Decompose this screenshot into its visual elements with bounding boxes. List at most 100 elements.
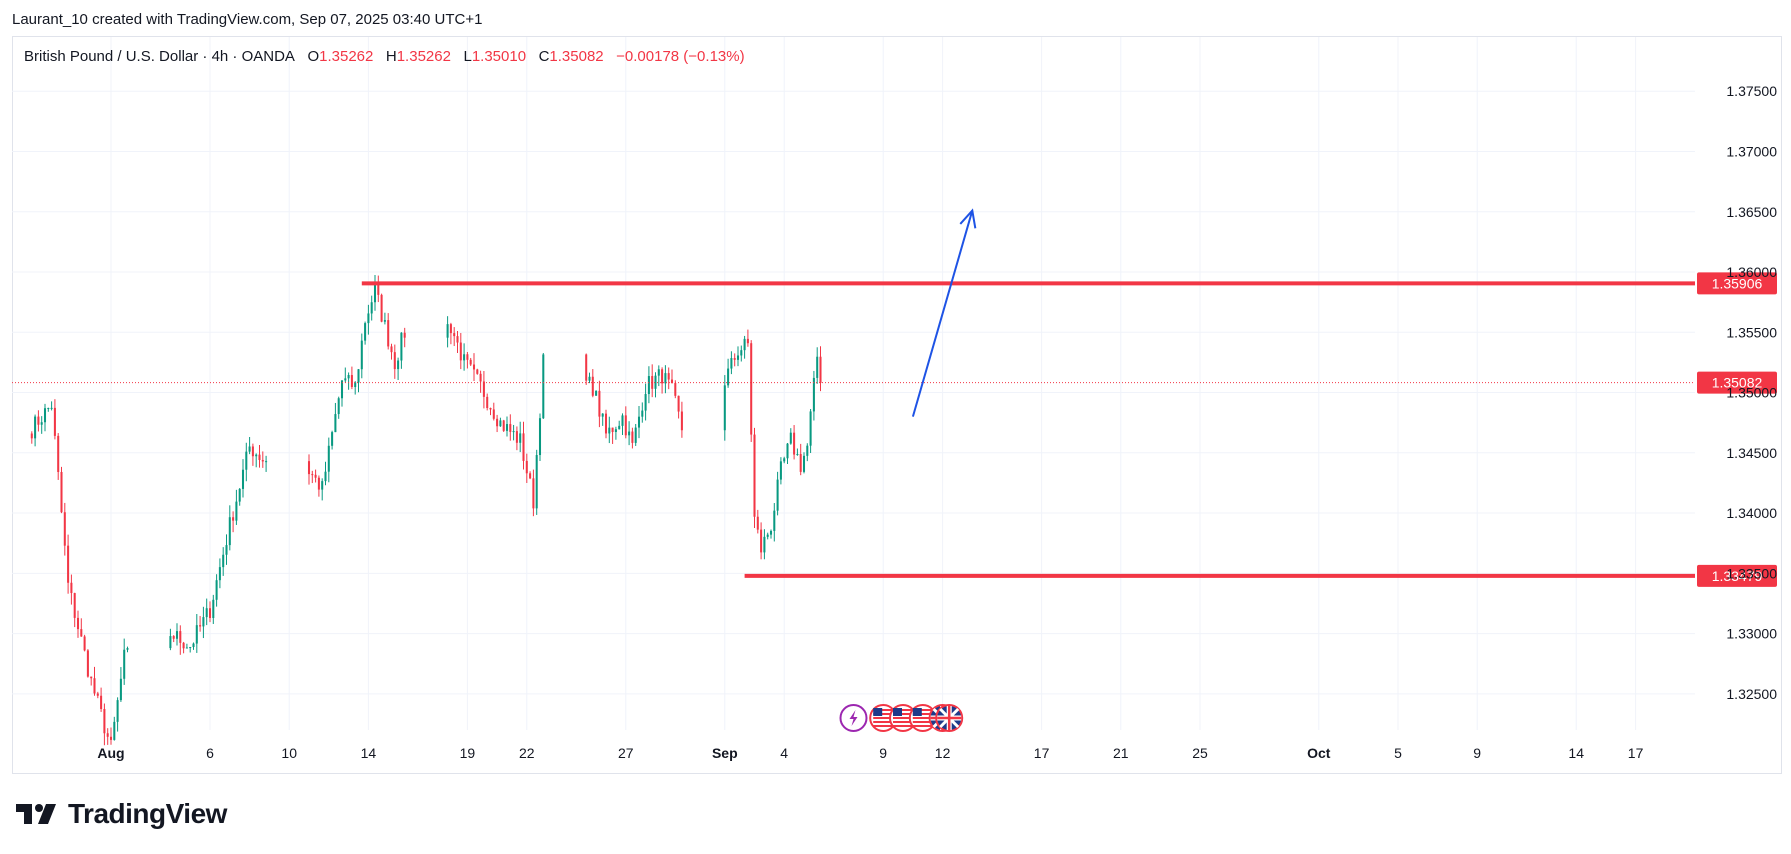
level-price-tag <box>1697 272 1777 295</box>
flag-stripe <box>893 717 913 719</box>
time-tick-label: 21 <box>1113 745 1129 761</box>
low-value: 1.35010 <box>471 48 527 65</box>
candle-body <box>489 408 492 410</box>
candle-body <box>93 678 96 694</box>
time-tick-label: 17 <box>1628 745 1644 761</box>
candle-body <box>377 284 380 295</box>
candle-body <box>50 407 53 409</box>
flag-canton <box>873 708 883 716</box>
candle-body <box>756 516 759 530</box>
candle-body <box>182 642 185 649</box>
candle-body <box>63 512 66 546</box>
candle-body <box>628 431 631 436</box>
price-tick-label: 1.36000 <box>1726 264 1777 280</box>
flag-stripe <box>893 721 913 723</box>
candle-body <box>667 373 670 380</box>
candle-body <box>47 407 50 409</box>
candle-body <box>100 695 103 710</box>
candle-body <box>773 510 776 531</box>
candle-body <box>340 380 344 399</box>
tradingview-wordmark: TradingView <box>68 798 227 829</box>
candle-body <box>321 481 324 490</box>
lightning-bolt <box>849 710 858 726</box>
flag-stripe <box>893 709 913 711</box>
candle-body <box>502 420 505 431</box>
candle-body <box>525 460 528 474</box>
price-tick-label: 1.37000 <box>1726 143 1777 159</box>
candle-body <box>37 416 40 425</box>
candle-body <box>327 445 330 472</box>
candle-body <box>397 360 400 370</box>
lightning-icon <box>839 704 868 732</box>
candle-body <box>232 517 235 521</box>
candle-body <box>337 398 340 415</box>
time-tick-label: Aug <box>97 745 124 761</box>
candle-body <box>456 336 459 343</box>
candle-body <box>189 647 192 649</box>
candle-body <box>208 608 212 618</box>
time-tick-label: 19 <box>460 745 476 761</box>
candle-body <box>637 416 641 428</box>
time-tick-label: 4 <box>780 745 788 761</box>
candle-body <box>469 359 472 365</box>
candle-body <box>670 379 674 384</box>
candle-body <box>57 435 60 472</box>
candle-body <box>235 501 238 521</box>
candle-body <box>529 473 532 479</box>
candle-body <box>723 385 726 431</box>
time-tick-label: 12 <box>935 745 951 761</box>
candle-body <box>631 431 634 443</box>
candle-body <box>324 471 327 482</box>
flag-stripe <box>912 717 933 719</box>
flag-canton <box>912 708 922 716</box>
symbol-name[interactable]: British Pound / U.S. Dollar · 4h · OANDA <box>24 48 295 65</box>
candle-body <box>769 530 773 535</box>
candle-body <box>265 461 268 463</box>
current-price-tag <box>1697 371 1777 394</box>
time-tick-label: 22 <box>519 745 535 761</box>
candle-body <box>736 355 740 360</box>
time-axis: Aug 6 10 14 19 22 27 Sep 4 9 12 17 21 25 Oct 5 9 14 17 <box>97 745 1643 761</box>
candle-body <box>215 580 218 600</box>
candle-body <box>680 411 683 431</box>
candle-body <box>30 433 33 439</box>
candle-body <box>588 376 591 381</box>
tradingview-logo[interactable]: TradingView <box>16 798 227 830</box>
candle-body <box>644 394 647 411</box>
flag-stripe <box>873 721 894 723</box>
candle-body <box>205 608 208 618</box>
candle-body <box>463 354 466 361</box>
candle-body <box>651 376 654 389</box>
candle-body <box>647 376 650 395</box>
candle-body <box>248 446 251 452</box>
candle-body <box>779 461 782 480</box>
price-tick-label: 1.33500 <box>1726 565 1777 581</box>
candle-body <box>387 320 390 347</box>
candle-body <box>789 432 792 444</box>
candle-body <box>446 324 449 338</box>
candle-body <box>344 378 347 381</box>
candle-body <box>677 395 680 412</box>
candle-body <box>509 424 512 432</box>
candle-body <box>515 431 518 443</box>
flag-stripe <box>873 713 894 715</box>
candle-body <box>492 409 495 419</box>
candle-body <box>307 461 311 475</box>
candle-body <box>654 375 657 389</box>
level-price-label: 1.33479 <box>1712 568 1763 584</box>
candle-body <box>179 631 182 643</box>
grid <box>12 37 1695 730</box>
candle-body <box>585 354 588 381</box>
price-tick-label: 1.33000 <box>1726 626 1777 642</box>
candle-body <box>750 343 753 435</box>
candle-body <box>251 446 254 457</box>
candle-body <box>793 432 796 455</box>
candle-body <box>360 340 363 370</box>
candle-body <box>505 424 509 431</box>
flag-stripe <box>873 709 894 711</box>
time-tick-label: 14 <box>361 745 377 761</box>
candle-body <box>76 617 80 630</box>
candle-body <box>519 433 522 443</box>
candle-body <box>591 376 594 396</box>
